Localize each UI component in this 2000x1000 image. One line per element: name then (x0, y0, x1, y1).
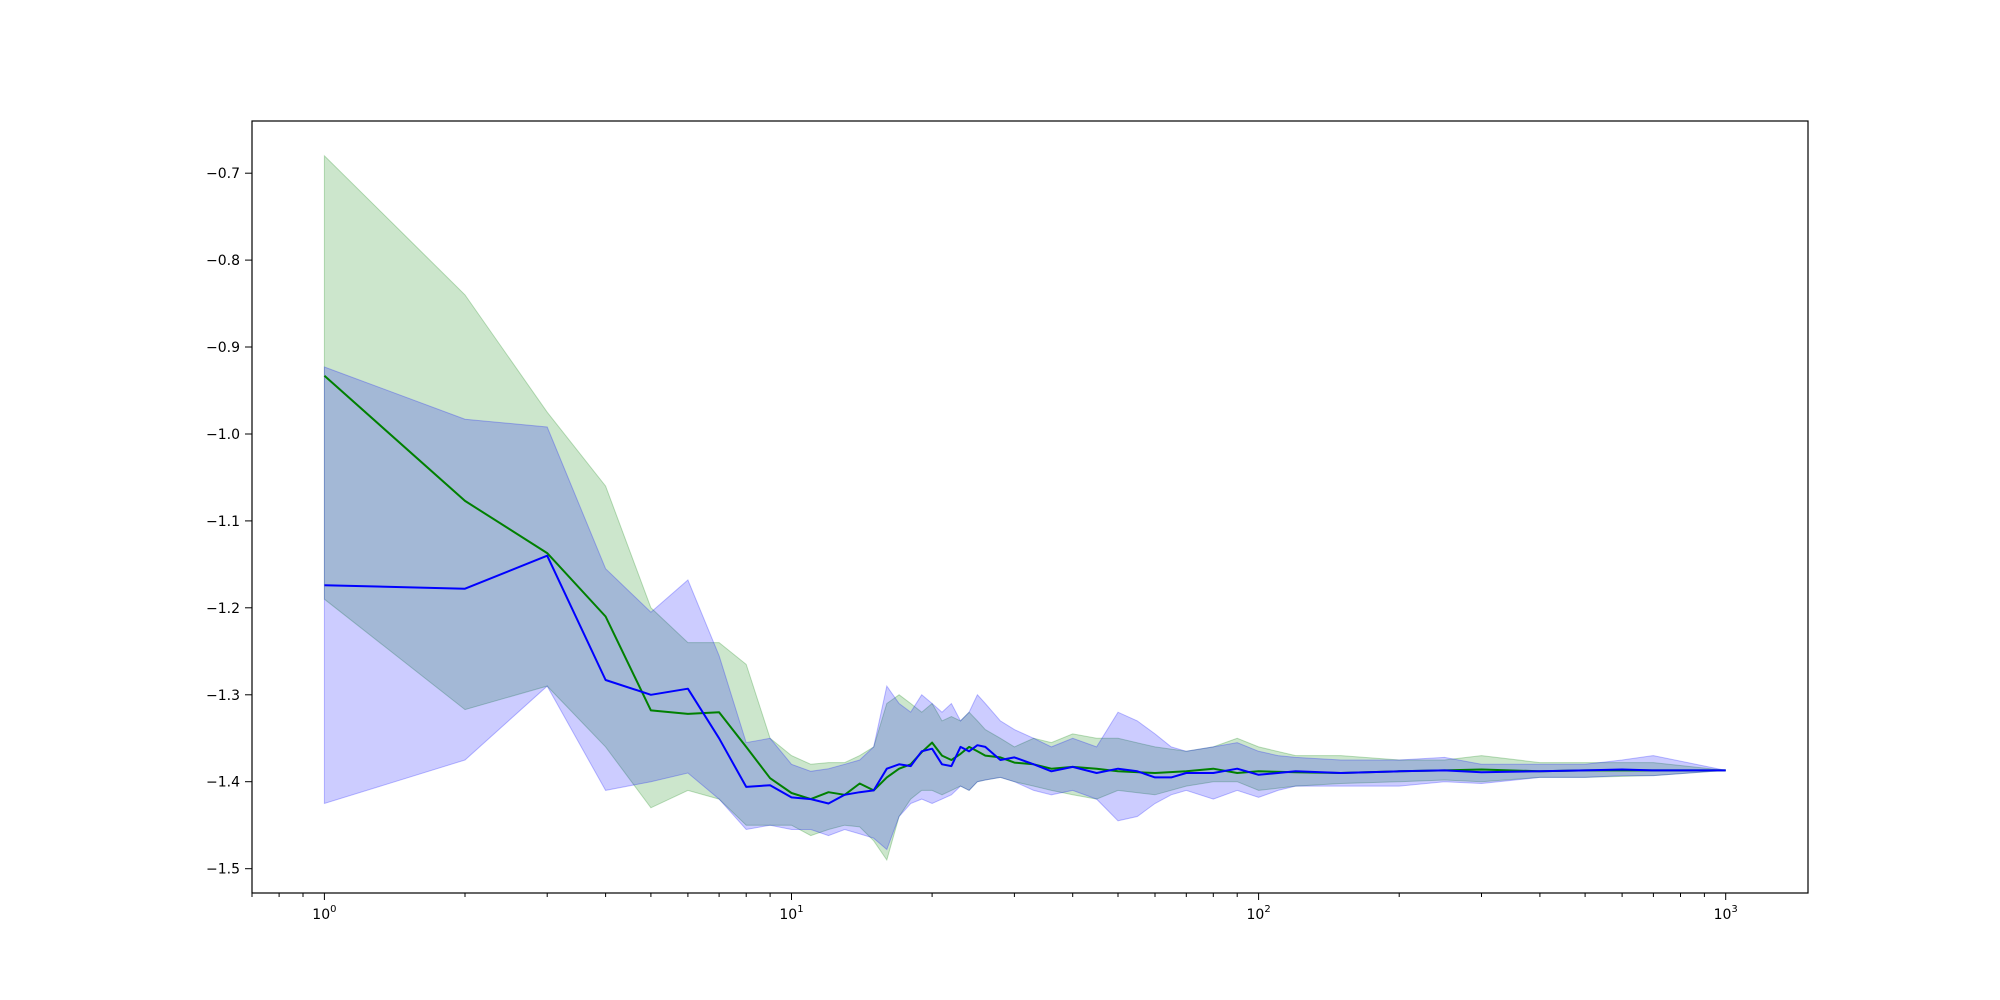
series-2-band (323, 366, 1726, 851)
y-tick-label: −0.8 (206, 253, 240, 269)
y-tick-label: −1.5 (206, 862, 240, 878)
y-axis: −0.7 −0.8 −0.9 −1.0 −1.1 −1.2 −1.3 −1.4 −1.5 (206, 166, 252, 878)
x-tick-label: 101 (779, 904, 803, 923)
y-tick-label: −1.4 (206, 775, 240, 791)
y-tick-label: −0.9 (206, 340, 240, 356)
y-tick-label: −1.1 (206, 514, 240, 530)
plot-frame (251, 120, 1809, 894)
y-tick-label: −1.2 (206, 601, 240, 617)
series-2-line (324, 554, 1726, 805)
y-tick-label: −0.7 (206, 166, 240, 182)
x-tick-label: 102 (1246, 904, 1270, 923)
x-axis: 100 101 102 103 (251, 893, 1738, 923)
y-tick-label: −1.0 (206, 427, 240, 443)
confidence-bands (323, 154, 1726, 862)
x-tick-label: 103 (1714, 904, 1738, 923)
y-tick-label: −1.3 (206, 688, 240, 704)
series-1-band (323, 154, 1726, 862)
x-tick-label: 100 (312, 904, 336, 923)
series-lines (323, 374, 1726, 805)
